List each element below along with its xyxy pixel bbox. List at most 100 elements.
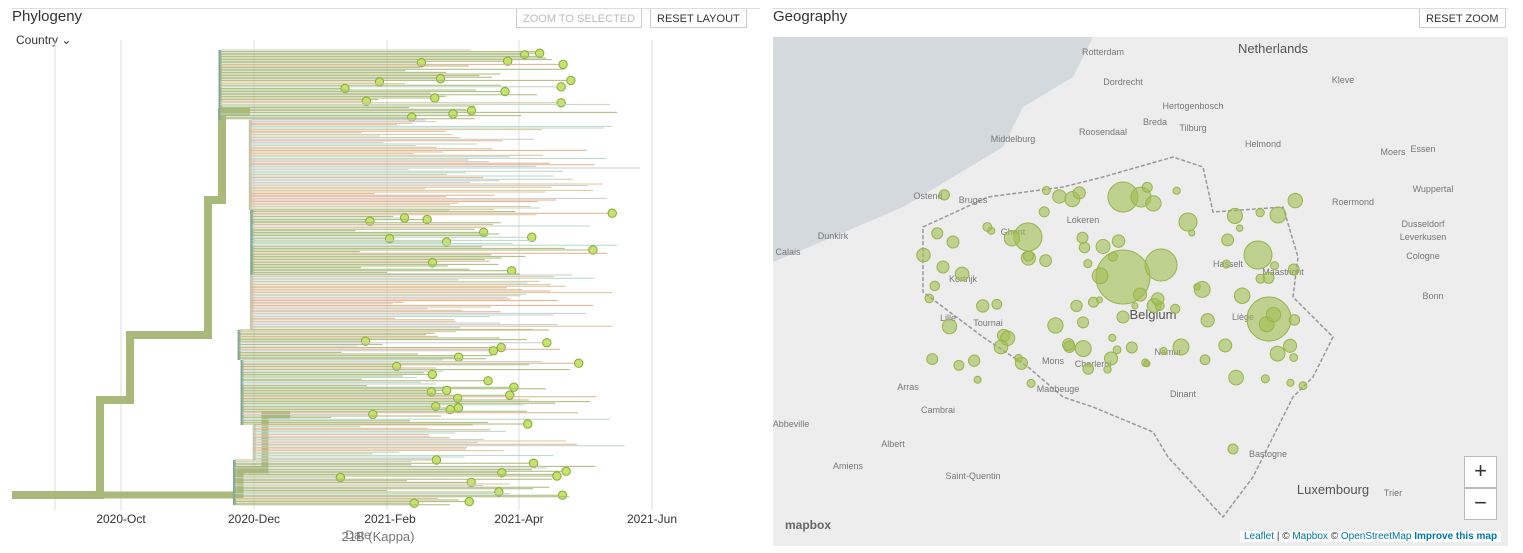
divider [12,8,760,9]
location-marker [1125,341,1138,354]
place-label: Maubeuge [1037,384,1080,394]
panel-title: Geography [773,8,848,25]
reset-zoom-button[interactable]: RESET ZOOM [1419,8,1506,28]
zoom-selected-button[interactable]: ZOOM TO SELECTED [516,8,643,28]
location-marker [1172,186,1181,195]
location-marker [1159,346,1168,355]
place-label: Hertogenbosch [1162,101,1223,111]
location-marker [1221,259,1231,269]
place-label: Dinant [1170,389,1197,399]
location-marker [1078,241,1091,254]
location-marker [1131,302,1139,310]
location-marker [1143,360,1151,368]
location-marker [1298,381,1308,391]
location-marker [1269,206,1287,224]
tip [500,86,510,97]
link[interactable]: Improve this map [1414,531,1498,542]
tip [448,109,458,119]
place-label: Liège [1232,312,1254,322]
tip [502,56,513,66]
tip [566,75,576,86]
location-marker [946,235,960,249]
location-marker [1243,240,1273,270]
location-marker [1228,369,1244,386]
location-marker [1070,299,1083,313]
location-marker [1255,207,1265,218]
location-marker [1112,345,1122,355]
tip [523,419,533,429]
tip [505,390,515,400]
place-label: Rotterdam [1082,47,1124,57]
location-marker [1193,283,1201,291]
place-label: Dunkirk [818,231,849,241]
zoom-out[interactable]: − [1464,488,1497,520]
location-marker [1235,224,1244,232]
place-label: Cologne [1406,251,1440,261]
location-marker [1172,338,1190,356]
attribution: Leaflet | © Mapbox © OpenStreetMap Impro… [1240,531,1502,542]
location-marker [1289,353,1299,362]
map[interactable]: Rotterdam Dordrecht Netherlands Hertogenbos… [773,37,1508,546]
location-marker [1218,338,1233,353]
place-label: Ostend [913,191,942,201]
text: | © [1276,531,1290,542]
clade-label: 21B (Kappa) [342,529,415,544]
location-marker [973,375,982,384]
place-label: Luxembourg [1297,482,1369,497]
place-label: Wuppertal [1413,184,1454,194]
place-label: Middelburg [991,134,1036,144]
location-marker [1283,338,1298,353]
location-marker [1265,306,1282,323]
location-marker [1145,195,1162,212]
tip [527,232,537,242]
place-label: Breda [1143,117,1167,127]
location-marker [926,353,939,366]
place-label: Netherlands [1238,41,1309,56]
place-label: Tournai [973,318,1003,328]
location-marker [1170,303,1181,314]
place-label: Bonn [1422,291,1443,301]
location-marker [1286,378,1295,387]
tip [607,208,617,218]
border [922,156,1334,519]
location-marker [1111,234,1126,248]
place-label: Albert [881,439,905,449]
tip [556,98,566,108]
place-label: Roosendaal [1079,127,1127,137]
link[interactable]: OpenStreetMap [1340,531,1412,542]
tip [368,409,378,420]
link[interactable]: Mapbox [1292,531,1328,542]
zoom-in[interactable]: + [1464,456,1497,488]
location-marker [1260,374,1270,384]
place-label: Abbeville [773,419,809,429]
place-label: Cambrai [921,405,955,415]
location-marker [916,247,931,263]
location-marker [929,280,941,292]
location-marker [1178,212,1198,232]
location-marker [1076,231,1089,244]
tip [552,471,562,481]
tip [534,48,545,58]
place-label: Essen [1410,144,1435,154]
link[interactable]: Leaflet [1244,531,1275,542]
place-label: Trier [1384,488,1402,498]
location-marker [991,298,1003,310]
tip [588,245,598,255]
location-marker [1226,207,1243,224]
color-by-select[interactable]: Country ⌄ [16,33,72,47]
place-label: Amiens [833,461,864,471]
tip [496,342,506,353]
reset-layout-button[interactable]: RESET LAYOUT [650,8,747,28]
location-marker [1052,189,1067,204]
place-label: Tilburg [1179,123,1206,133]
tip [466,106,477,116]
location-marker [1269,345,1286,362]
location-marker [1255,273,1266,284]
tip [427,258,438,268]
tip [427,369,438,380]
phylogeny-tree: 2020-Oct 2020-Dec 2021-Feb 2021-Apr 2021-Jun… [12,40,677,544]
tip [464,496,474,507]
place-label: Roermond [1332,197,1374,207]
tip [399,213,410,223]
location-marker [954,266,970,282]
